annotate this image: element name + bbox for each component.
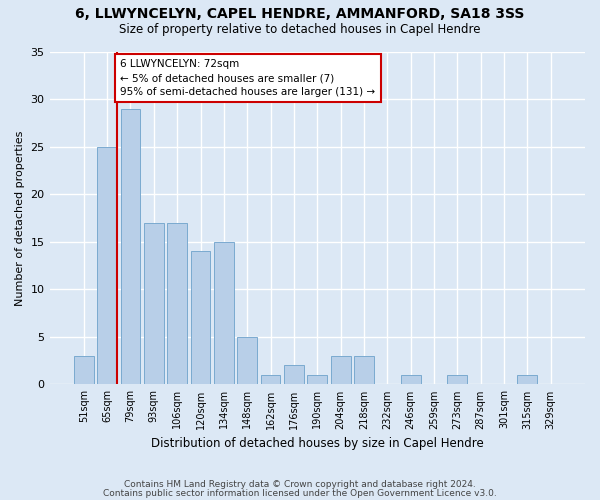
Bar [144,222,164,384]
Bar [517,375,538,384]
Bar [307,375,327,384]
Text: Contains HM Land Registry data © Crown copyright and database right 2024.: Contains HM Land Registry data © Crown c… [124,480,476,489]
Bar [97,146,117,384]
Bar [191,252,211,384]
Text: Contains public sector information licensed under the Open Government Licence v3: Contains public sector information licen… [103,488,497,498]
Text: 6 LLWYNCELYN: 72sqm
← 5% of detached houses are smaller (7)
95% of semi-detached: 6 LLWYNCELYN: 72sqm ← 5% of detached hou… [121,59,376,97]
Text: 6, LLWYNCELYN, CAPEL HENDRE, AMMANFORD, SA18 3SS: 6, LLWYNCELYN, CAPEL HENDRE, AMMANFORD, … [76,8,524,22]
Bar [167,222,187,384]
Bar [260,375,280,384]
Bar [331,356,350,384]
Y-axis label: Number of detached properties: Number of detached properties [15,130,25,306]
Text: Size of property relative to detached houses in Capel Hendre: Size of property relative to detached ho… [119,22,481,36]
Bar [448,375,467,384]
Bar [121,108,140,384]
Bar [74,356,94,384]
Bar [354,356,374,384]
Bar [214,242,234,384]
Bar [238,337,257,384]
Bar [401,375,421,384]
X-axis label: Distribution of detached houses by size in Capel Hendre: Distribution of detached houses by size … [151,437,484,450]
Bar [284,366,304,384]
